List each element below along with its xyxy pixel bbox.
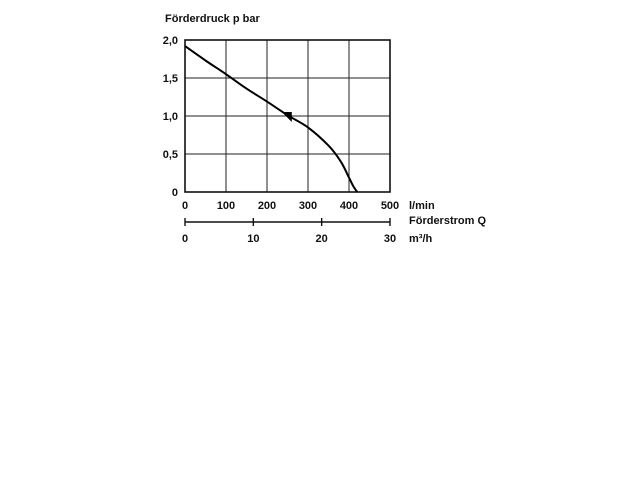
y-tick-label: 1,5: [163, 73, 178, 85]
x-tick-label-secondary: 0: [182, 233, 188, 245]
x-tick-label-primary: 500: [381, 200, 399, 212]
y-tick-label: 1,0: [163, 111, 178, 123]
y-tick-label: 0: [172, 187, 178, 199]
x-axis-caption: Förderstrom Q: [409, 215, 486, 227]
x-tick-label-primary: 200: [258, 200, 276, 212]
y-tick-label: 0,5: [163, 149, 178, 161]
plot-frame: [184, 39, 391, 193]
x-tick-labels-secondary: 0 10 20 30: [182, 233, 396, 245]
y-tick-labels: 2,0 1,5 1,0 0,5 0: [163, 35, 178, 199]
x-tick-labels-primary: 0 100 200 300 400 500: [182, 200, 399, 212]
x-tick-label-primary: 100: [217, 200, 235, 212]
secondary-x-tick-marks: [184, 218, 391, 226]
x-tick-label-secondary: 10: [247, 233, 259, 245]
y-tick-label: 2,0: [163, 35, 178, 47]
curve-marker-triangle: [281, 112, 292, 122]
x-tick-label-primary: 300: [299, 200, 317, 212]
x-unit-primary: l/min: [409, 200, 435, 212]
x-tick-label-primary: 400: [340, 200, 358, 212]
y-axis-label: Förderdruck p bar: [165, 13, 260, 25]
x-tick-label-secondary: 20: [316, 233, 328, 245]
x-unit-secondary: m³/h: [409, 233, 433, 245]
series-line-pump-curve: [184, 45, 359, 193]
x-tick-label-secondary: 30: [384, 233, 396, 245]
x-tick-label-primary: 0: [182, 200, 188, 212]
